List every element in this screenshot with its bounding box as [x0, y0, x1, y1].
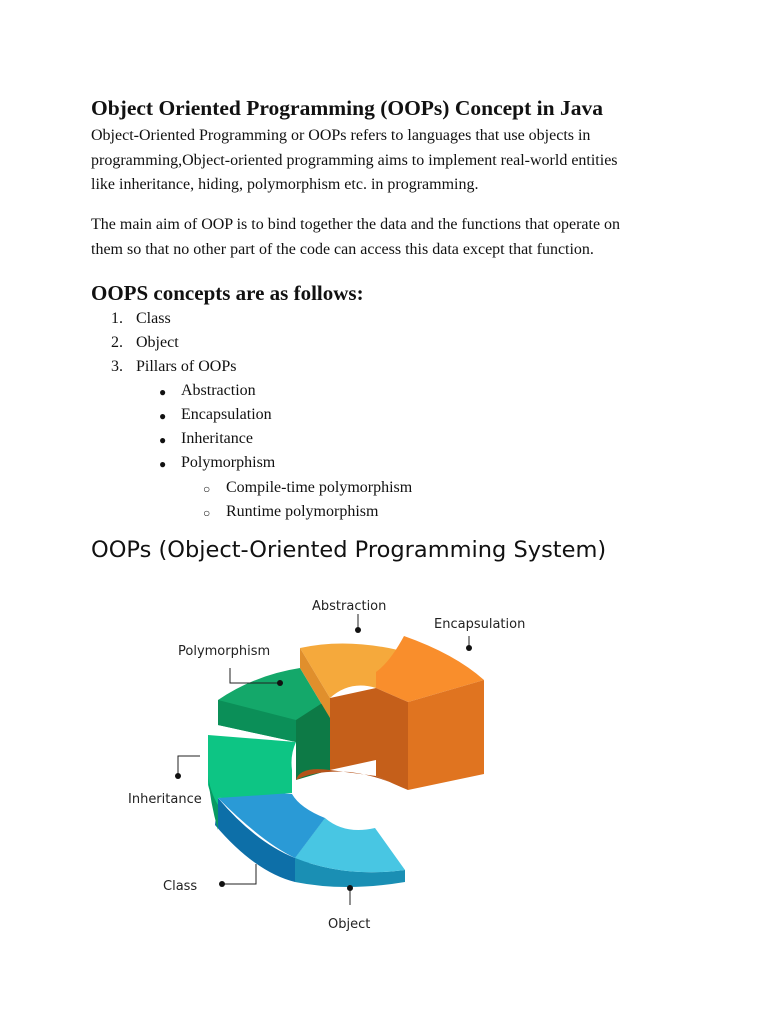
circle-bullet-icon: ○ [203, 482, 211, 496]
bullet-icon: ● [159, 409, 167, 423]
aim-line: The main aim of OOP is to bind together … [91, 216, 621, 233]
segment-abstraction [300, 643, 398, 770]
list-label: Pillars of OOPs [136, 358, 237, 375]
bullet-icon: ● [159, 433, 167, 447]
segment-polymorphism [218, 668, 330, 780]
list-number: 3. [111, 358, 123, 375]
page-title: Object Oriented Programming (OOPs) Conce… [91, 96, 603, 120]
label-object: Object [328, 917, 370, 932]
pillar-label: Polymorphism [181, 454, 276, 471]
list-number: 1. [111, 310, 123, 327]
pillar-label: Encapsulation [181, 406, 272, 423]
leader-dots [175, 627, 472, 891]
label-encapsulation: Encapsulation [434, 617, 525, 632]
segment-object [295, 818, 405, 887]
polymorphism-type-label: Runtime polymorphism [226, 503, 379, 520]
bullet-icon: ● [159, 457, 167, 471]
pillar-label: Abstraction [181, 382, 256, 399]
figure-title: OOPs (Object-Oriented Programming System… [91, 537, 607, 563]
intro-paragraph: Object-Oriented Programming or OOPs refe… [91, 124, 691, 198]
bullet-icon: ● [159, 385, 167, 399]
polymorphism-type-label: Compile-time polymorphism [226, 479, 413, 496]
intro-line: Object-Oriented Programming or OOPs refe… [91, 127, 591, 144]
list-label: Class [136, 310, 171, 327]
ring-inner-shadow [296, 769, 408, 790]
pillar-label: Inheritance [181, 430, 253, 447]
label-polymorphism: Polymorphism [178, 644, 270, 659]
intro-line: like inheritance, hiding, polymorphism e… [91, 176, 479, 193]
intro-line: programming,Object-oriented programming … [91, 151, 618, 169]
label-class: Class [163, 879, 197, 894]
list-label: Object [136, 334, 179, 351]
list-number: 2. [111, 334, 123, 351]
aim-line: them so that no other part of the code c… [91, 240, 594, 258]
label-inheritance: Inheritance [128, 792, 202, 807]
segment-inheritance [208, 735, 296, 830]
aim-paragraph: The main aim of OOP is to bind together … [91, 213, 691, 262]
concepts-heading: OOPS concepts are as follows: [91, 281, 364, 305]
label-abstraction: Abstraction [312, 599, 386, 614]
segment-encapsulation [376, 636, 484, 790]
circle-bullet-icon: ○ [203, 506, 211, 520]
oops-ring-diagram: Abstraction Encapsulation Polymorphism I… [128, 599, 525, 932]
